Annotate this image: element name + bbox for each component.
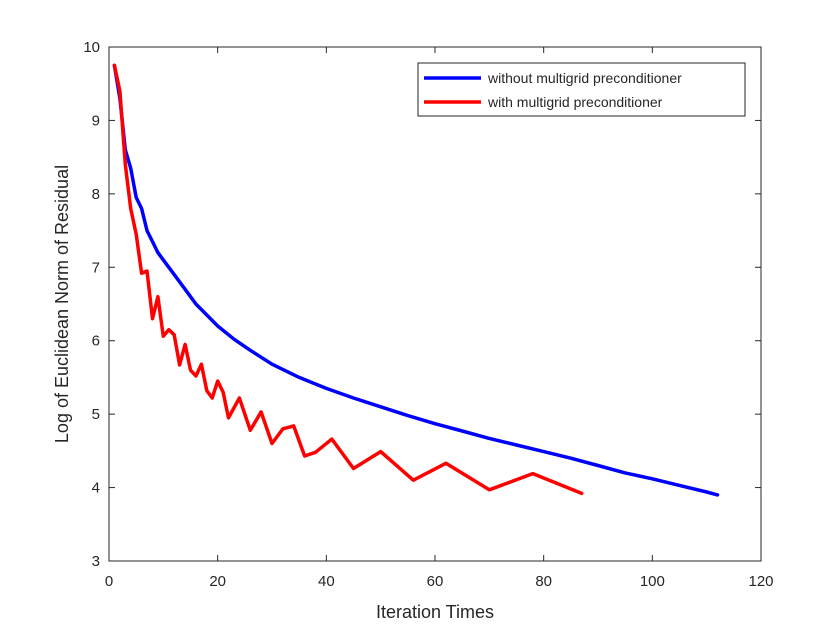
y-axis: 3 4 5 6 7 8 9 10 xyxy=(83,39,761,570)
series-line-1 xyxy=(112,63,584,496)
legend-label-with-multigrid: with multigrid preconditioner xyxy=(487,94,663,110)
legend-label-without-multigrid: without multigrid preconditioner xyxy=(487,70,682,86)
x-tick-label: 120 xyxy=(748,573,773,590)
y-tick-label: 9 xyxy=(92,112,100,129)
legend: without multigrid preconditioner with mu… xyxy=(417,62,746,117)
series-lines xyxy=(112,63,720,497)
x-tick-label: 20 xyxy=(209,573,226,590)
x-tick-label: 40 xyxy=(318,573,335,590)
y-tick-label: 3 xyxy=(92,553,100,570)
plot-area xyxy=(108,46,762,562)
y-tick-label: 8 xyxy=(92,186,100,203)
series-line-0 xyxy=(112,63,720,497)
y-tick-label: 5 xyxy=(92,406,100,423)
y-tick-label: 4 xyxy=(92,480,100,497)
x-axis-label: Iteration Times xyxy=(376,602,494,622)
x-tick-label: 100 xyxy=(640,573,665,590)
x-axis: 0 20 40 60 80 100 120 xyxy=(105,47,774,590)
x-tick-label: 60 xyxy=(427,573,444,590)
y-tick-label: 7 xyxy=(92,259,100,276)
y-tick-label: 10 xyxy=(83,39,100,56)
legend-box xyxy=(417,62,746,117)
x-tick-label: 0 xyxy=(105,573,113,590)
y-tick-label: 6 xyxy=(92,333,100,350)
y-axis-label: Log of Euclidean Norm of Residual xyxy=(52,165,72,443)
x-tick-label: 80 xyxy=(535,573,552,590)
